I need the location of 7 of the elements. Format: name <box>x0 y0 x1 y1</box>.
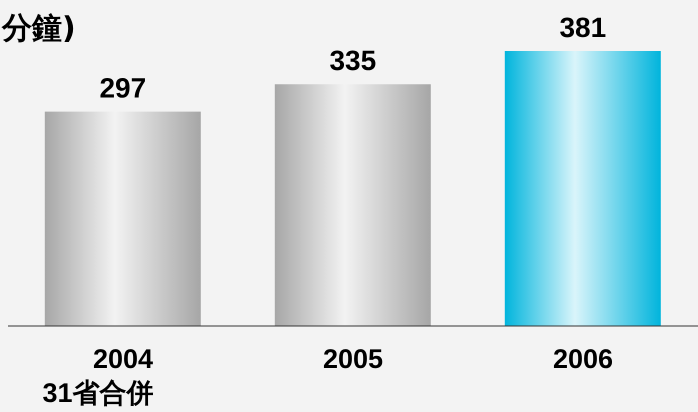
data-label: 297 <box>99 72 146 104</box>
x-tick-label: 2005 <box>322 344 384 374</box>
chart-title: 分鐘) <box>1 11 76 46</box>
data-label: 381 <box>559 12 606 43</box>
x-tick-label: 2004 31省合併 <box>42 344 154 408</box>
x-tick-label: 2006 <box>552 344 614 374</box>
data-label: 335 <box>329 45 376 76</box>
